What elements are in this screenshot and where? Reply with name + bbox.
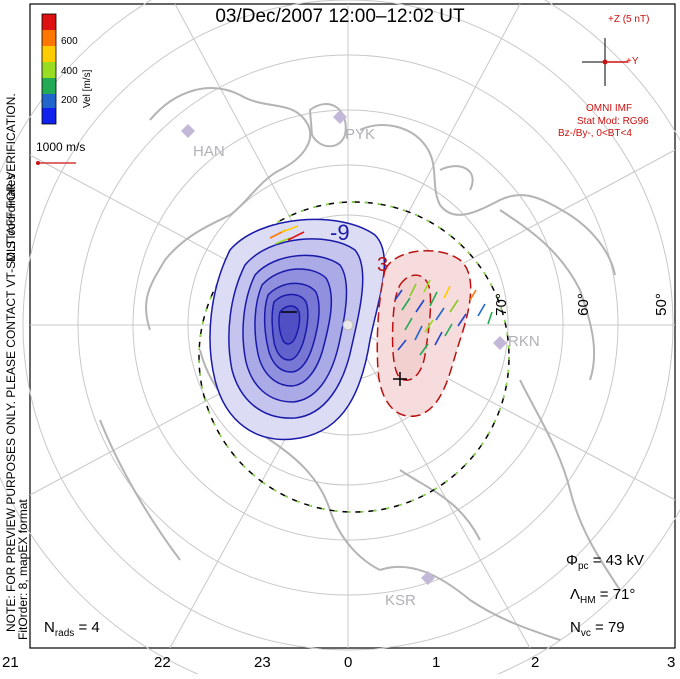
radar-count: Nrads = 4 bbox=[44, 619, 100, 639]
imf-origin bbox=[602, 59, 608, 65]
colorbar-label: Vel [m/s] bbox=[82, 69, 93, 108]
scale-vector-label: 1000 m/s bbox=[36, 140, 86, 154]
imf-y-label: +Y bbox=[626, 56, 639, 67]
hm-latitude: ΛHM = 71° bbox=[570, 586, 635, 606]
station-ksr: KSR bbox=[385, 592, 416, 609]
cross-polar-potential: Φpc = 43 kV bbox=[566, 552, 644, 572]
positive-potential-cell bbox=[376, 249, 472, 417]
latitude-70: 70° bbox=[492, 293, 510, 316]
mlt-tick-2: 2 bbox=[531, 654, 540, 671]
velocity-colorbar bbox=[41, 13, 57, 125]
colorbar-tick-200: 200 bbox=[61, 95, 78, 106]
contour-label-max: 3 bbox=[377, 254, 389, 276]
phi-symbol: Φ bbox=[566, 552, 578, 569]
nvc-symbol: N bbox=[570, 619, 581, 636]
hm-boundary-fit bbox=[198, 201, 510, 513]
velocity-vectors bbox=[269, 225, 493, 356]
colorbar-tick-400: 400 bbox=[61, 66, 78, 77]
mlt-tick-23: 23 bbox=[254, 654, 271, 671]
latitude-50: 50° bbox=[652, 293, 670, 316]
vector-count: Nvc = 79 bbox=[570, 619, 625, 639]
contour-label-min: -9 bbox=[330, 220, 350, 245]
phi-value: = 43 kV bbox=[592, 552, 644, 569]
map-title: 03/Dec/2007 12:00–12:02 UT bbox=[215, 6, 465, 27]
colorbar-tick-600: 600 bbox=[61, 36, 78, 47]
fit-order-note: FitOrder: 8, mapEX format bbox=[16, 499, 30, 640]
potential-max-marker bbox=[393, 372, 407, 386]
imf-model: Stat Mod: RG96 bbox=[577, 116, 649, 127]
nvc-value: = 79 bbox=[595, 619, 625, 636]
imf-z-label: +Z (5 nT) bbox=[608, 14, 650, 25]
pole-marker bbox=[342, 319, 354, 331]
station-pyk: PYK bbox=[345, 126, 376, 143]
station-han: HAN bbox=[193, 143, 225, 160]
nrads-symbol: N bbox=[44, 619, 55, 636]
mlt-tick-1: 1 bbox=[432, 654, 441, 671]
scale-vector-dot bbox=[36, 161, 40, 165]
lambda-subscript: HM bbox=[580, 595, 596, 606]
mlt-tick-21: 21 bbox=[2, 654, 19, 671]
latitude-60: 60° bbox=[574, 293, 592, 316]
station-rkn: RKN bbox=[508, 333, 540, 350]
lambda-symbol: Λ bbox=[570, 586, 581, 603]
mlt-tick-3: 3 bbox=[667, 654, 676, 671]
nvc-subscript: vc bbox=[580, 628, 591, 639]
plot-frame bbox=[29, 3, 676, 649]
phi-subscript: pc bbox=[577, 561, 589, 572]
lambda-value: = 71° bbox=[599, 586, 636, 603]
mlt-tick-0: 0 bbox=[344, 654, 353, 671]
mlt-tick-22: 22 bbox=[154, 654, 171, 671]
negative-potential-cell bbox=[209, 218, 386, 441]
nrads-value: = 4 bbox=[78, 619, 100, 636]
station-markers bbox=[181, 110, 507, 585]
imf-condition: Bz-/By-, 0<BT<4 bbox=[558, 128, 632, 139]
imf-source: OMNI IMF bbox=[586, 103, 633, 114]
nrads-subscript: rads bbox=[54, 628, 75, 639]
